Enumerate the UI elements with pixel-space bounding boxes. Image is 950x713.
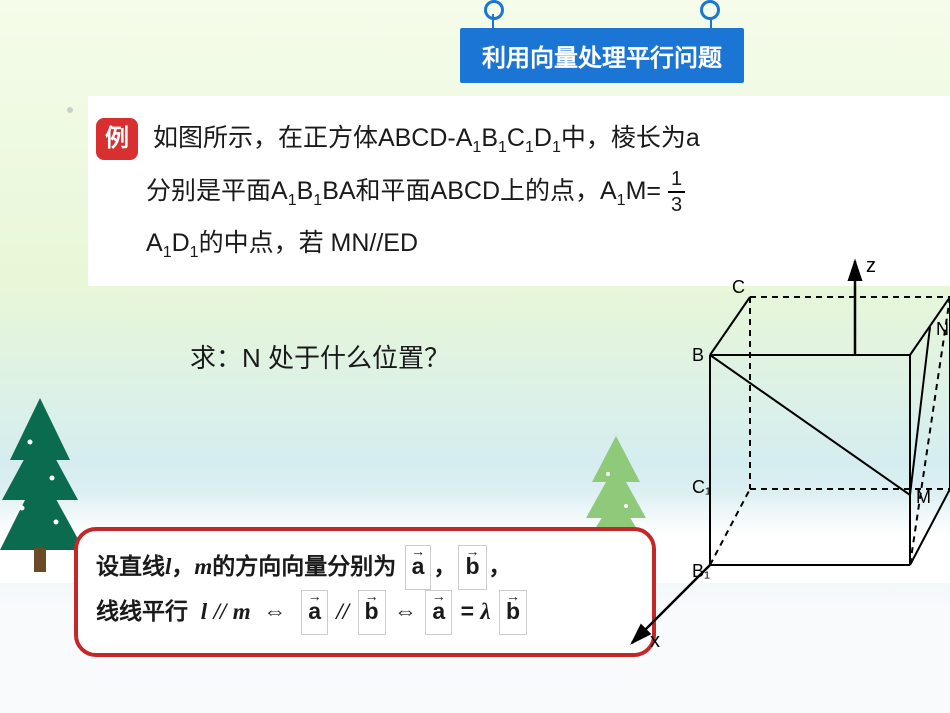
svg-text:C₁: C₁ <box>692 477 711 497</box>
svg-text:C: C <box>732 277 745 297</box>
theorem-box: 设直线l，m的方向向量分别为 a，b， 线线平行 l // m ⇔ a // b… <box>74 527 656 657</box>
vector-b: b <box>458 545 486 590</box>
svg-text:B₁: B₁ <box>692 561 710 581</box>
z-axis-label: z <box>866 255 876 278</box>
question-text: 求：N 处于什么位置？ <box>190 338 450 375</box>
fraction: 1 3 <box>668 169 685 215</box>
svg-text:B: B <box>692 345 704 365</box>
svg-text:M: M <box>916 487 931 507</box>
vector-a: a <box>405 545 432 590</box>
problem-text: 如图所示，在正方体ABCD-A <box>153 124 472 152</box>
example-badge: 例 <box>96 118 138 160</box>
title-text: 利用向量处理平行问题 <box>482 45 722 72</box>
svg-text:N: N <box>936 319 949 339</box>
cube-diagram: C B C₁ B₁ M N z x <box>610 255 950 655</box>
title-tab: 利用向量处理平行问题 <box>460 28 744 83</box>
x-axis-label: x <box>650 630 660 653</box>
